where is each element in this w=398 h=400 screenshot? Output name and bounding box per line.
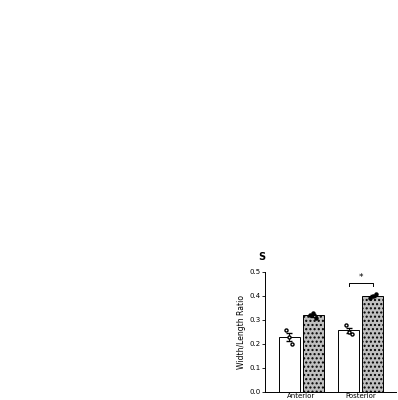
Bar — [338, 330, 359, 392]
Bar — [302, 315, 324, 392]
Bar — [279, 337, 300, 392]
Bar — [362, 296, 383, 392]
Y-axis label: Width/Length Ratio: Width/Length Ratio — [238, 295, 246, 369]
Text: S: S — [258, 252, 265, 262]
Text: *: * — [359, 273, 363, 282]
